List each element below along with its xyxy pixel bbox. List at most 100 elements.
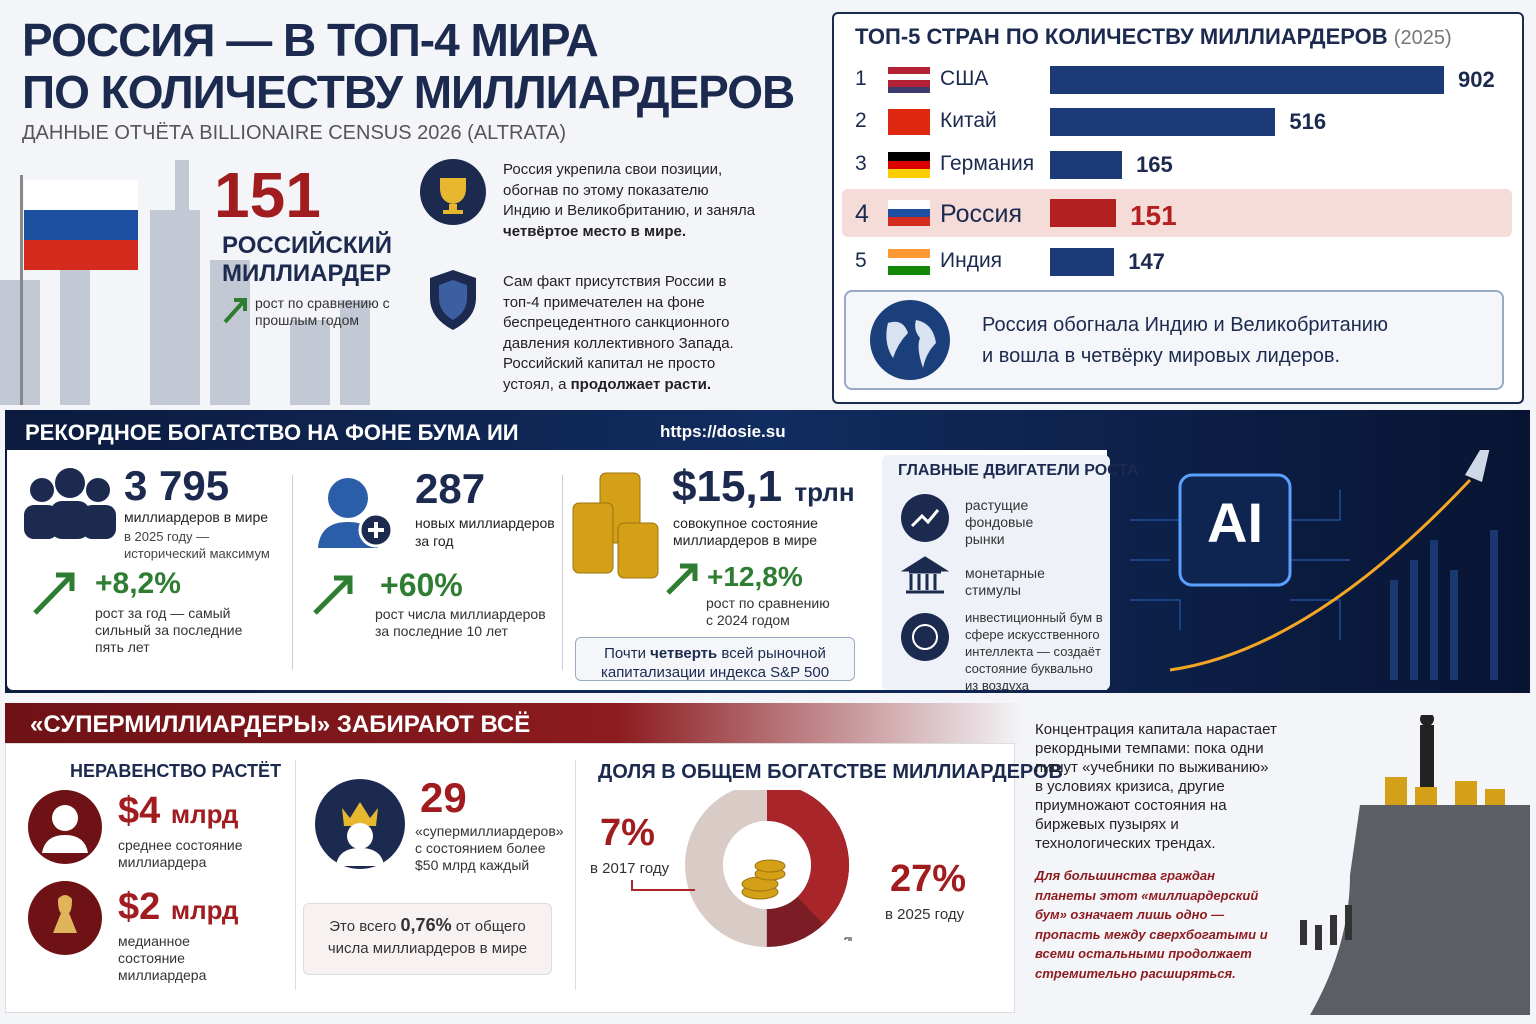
- flag-stripe: [888, 67, 930, 74]
- stat-desc: миллиардеров в мире: [124, 509, 269, 525]
- subtitle: ДАННЫЕ ОТЧЁТА BILLIONAIRE CENSUS 2026 (A…: [22, 122, 567, 144]
- stat-desc: совокупное состояние миллиардеров в мире: [673, 515, 818, 548]
- value: $2: [118, 886, 161, 928]
- flag-stripe: [888, 200, 930, 209]
- stat-change: +8,2%: [95, 567, 181, 600]
- note-text: Россия обогнала Индию и Великобританию и …: [982, 310, 1388, 372]
- stat-change-desc: рост числа миллиардеров за последние 10 …: [375, 606, 546, 639]
- note-line: Россия обогнала Индию и Великобританию: [982, 314, 1388, 336]
- stat-desc: медианное состояние миллиардера: [118, 933, 207, 983]
- flag-stripe: [888, 217, 930, 226]
- russia-label: РОССИЙСКИЙ МИЛЛИАРДЕР: [222, 232, 392, 288]
- stat-value: $15,1 трлн: [672, 462, 855, 512]
- country: Китай: [940, 109, 997, 132]
- title: РОССИЯ — В ТОП-4 МИРА ПО КОЛИЧЕСТВУ МИЛЛИ…: [22, 14, 795, 118]
- country: США: [940, 67, 989, 90]
- position-text: Россия укрепила свои позиции, обогнав по…: [503, 160, 758, 242]
- ai-label: AI: [1207, 491, 1263, 554]
- flag-stripe: [888, 86, 930, 93]
- share-value: 27%: [890, 858, 967, 900]
- rank: 3: [855, 152, 867, 175]
- text-bold: четверть: [650, 645, 718, 662]
- bar-value: 902: [1458, 67, 1495, 92]
- bar-value: 165: [1136, 152, 1173, 177]
- stat-note: в 2025 году — исторический максимум: [124, 529, 270, 561]
- people-icon: [24, 468, 116, 615]
- coins-icon: [572, 472, 698, 595]
- ai-illustration: [1130, 450, 1498, 680]
- text: от общего числа миллиардеров в мире: [327, 918, 528, 957]
- rank: 2: [855, 109, 867, 132]
- driver-text: монетарные стимулы: [965, 565, 1045, 598]
- text: всей рыночной капитализации индекса S&P …: [600, 645, 830, 681]
- text: Это всего: [329, 918, 401, 935]
- stat-change-desc: рост по сравнению с 2024 годом: [706, 595, 830, 628]
- flag-stripe: [888, 109, 930, 135]
- globe-icon: [870, 300, 950, 380]
- flag-stripe: [888, 249, 930, 258]
- bar-value: 516: [1289, 109, 1327, 134]
- divider: [562, 475, 563, 670]
- country: Германия: [940, 152, 1035, 175]
- stat-note: за год: [415, 533, 454, 549]
- section-banner: [5, 703, 1025, 743]
- unit: млрд: [170, 895, 239, 925]
- donut: [631, 790, 852, 947]
- divider: [575, 760, 576, 990]
- divider: [292, 475, 293, 670]
- rank: 1: [855, 67, 867, 90]
- text: Россия укрепила свои позиции, обогнав по…: [503, 161, 756, 219]
- bar: [1050, 199, 1116, 227]
- russia-count: 151: [214, 159, 321, 231]
- stat-value: 287: [415, 465, 486, 512]
- city-illustration: [0, 160, 370, 405]
- conclusion-accent: Для большинства граждан планеты этот «ми…: [1035, 868, 1268, 981]
- flag-stripe: [888, 73, 930, 80]
- rank: 5: [855, 249, 867, 272]
- section-title: «СУПЕРМИЛЛИАРДЕРЫ» ЗАБИРАЮТ ВСЁ: [30, 711, 531, 738]
- text-bold: четвёртое место в мире.: [503, 222, 686, 240]
- share-year: в 2017 году: [590, 860, 670, 877]
- stat-desc: «супермиллиардеров» с состоянием более $…: [415, 823, 564, 873]
- bar-value: 147: [1128, 249, 1165, 274]
- flag-stripe: [888, 160, 930, 170]
- growth-note: рост по сравнению с прошлым годом: [255, 295, 390, 328]
- label-line: МИЛЛИАРДЕР: [222, 260, 392, 287]
- unit: трлн: [794, 477, 855, 507]
- bar: [1050, 66, 1444, 94]
- year: (2025): [1393, 27, 1452, 49]
- unit: млрд: [170, 799, 239, 829]
- flag-stripe: [888, 152, 930, 161]
- stat-change: +12,8%: [707, 561, 803, 592]
- driver-text: инвестиционный бум в сфере искусственног…: [965, 610, 1103, 693]
- url: https://dosie.su: [660, 422, 786, 441]
- stat-desc: новых миллиардеров: [415, 515, 555, 531]
- position-text: Сам факт присутствия России в топ-4 прим…: [503, 272, 758, 395]
- label-line: РОССИЙСКИЙ: [222, 232, 393, 259]
- stat-value: 29: [420, 774, 467, 821]
- note-line: и вошла в четвёрку мировых лидеров.: [982, 345, 1341, 367]
- text: Сам факт присутствия России в топ-4 прим…: [503, 273, 734, 393]
- stat-change-desc: рост за год — самый сильный за последние…: [95, 605, 243, 655]
- flag-stripe: [888, 257, 930, 267]
- info-box: Это всего 0,76% от общего числа миллиард…: [303, 903, 552, 975]
- stat-value: 3 795: [124, 462, 230, 509]
- country: Индия: [940, 249, 1003, 272]
- inequality-title: НЕРАВЕНСТВО РАСТЁТ: [70, 761, 282, 781]
- title-line: ПО КОЛИЧЕСТВУ МИЛЛИАРДЕРОВ: [22, 66, 795, 118]
- rank: 4: [855, 200, 869, 228]
- person-icons: [28, 790, 102, 955]
- text-bold: продолжает расти.: [570, 375, 712, 393]
- cliff-illustration: [1300, 715, 1530, 1015]
- top5-title: ТОП-5 СТРАН ПО КОЛИЧЕСТВУ МИЛЛИАРДЕРОВ (…: [855, 24, 1452, 50]
- value: $4: [118, 790, 161, 832]
- value: $15,1: [672, 462, 783, 511]
- driver-icons: [900, 494, 950, 661]
- text: Почти: [604, 645, 651, 662]
- stat-change: +60%: [380, 567, 463, 603]
- stat-value: $2 млрд: [118, 886, 238, 929]
- bar-value: 151: [1129, 200, 1177, 231]
- section-title: РЕКОРДНОЕ БОГАТСТВО НА ФОНЕ БУМА ИИ: [25, 420, 519, 445]
